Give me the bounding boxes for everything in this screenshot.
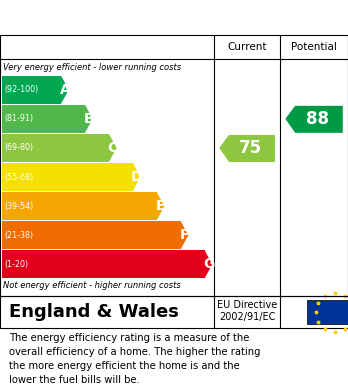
Text: C: C (108, 141, 118, 155)
Text: F: F (180, 228, 189, 242)
Text: (69-80): (69-80) (5, 143, 34, 152)
Text: 88: 88 (306, 110, 329, 128)
Text: E: E (156, 199, 165, 213)
Text: Current: Current (227, 42, 267, 52)
Text: (55-68): (55-68) (5, 172, 34, 181)
Text: (81-91): (81-91) (5, 114, 34, 123)
Text: Energy Efficiency Rating: Energy Efficiency Rating (9, 9, 238, 27)
FancyBboxPatch shape (307, 300, 348, 325)
Polygon shape (157, 192, 165, 220)
Text: A: A (60, 83, 70, 97)
Polygon shape (219, 135, 275, 162)
Bar (2, 163, 133, 191)
Polygon shape (61, 76, 69, 104)
Text: Potential: Potential (291, 42, 337, 52)
Text: England & Wales: England & Wales (9, 303, 179, 321)
Text: (1-20): (1-20) (5, 260, 29, 269)
Text: Very energy efficient - lower running costs: Very energy efficient - lower running co… (3, 63, 182, 72)
Text: (92-100): (92-100) (5, 85, 39, 94)
Bar (2, 250, 205, 278)
Text: (21-38): (21-38) (5, 231, 34, 240)
Text: Not energy efficient - higher running costs: Not energy efficient - higher running co… (3, 281, 181, 290)
Text: EU Directive
2002/91/EC: EU Directive 2002/91/EC (217, 300, 277, 322)
Bar (2, 105, 85, 133)
Bar (2, 134, 109, 162)
Polygon shape (181, 221, 188, 249)
Text: 75: 75 (239, 139, 262, 157)
Text: (39-54): (39-54) (5, 202, 34, 211)
Polygon shape (85, 105, 93, 133)
Polygon shape (109, 134, 117, 162)
Text: G: G (203, 257, 214, 271)
Bar (2, 192, 157, 220)
Text: B: B (84, 112, 94, 126)
Text: The energy efficiency rating is a measure of the
overall efficiency of a home. T: The energy efficiency rating is a measur… (9, 334, 260, 386)
Polygon shape (205, 250, 212, 278)
Polygon shape (285, 106, 343, 133)
Bar (2, 76, 61, 104)
Polygon shape (133, 163, 141, 191)
Bar (2, 221, 181, 249)
Text: D: D (131, 170, 142, 184)
